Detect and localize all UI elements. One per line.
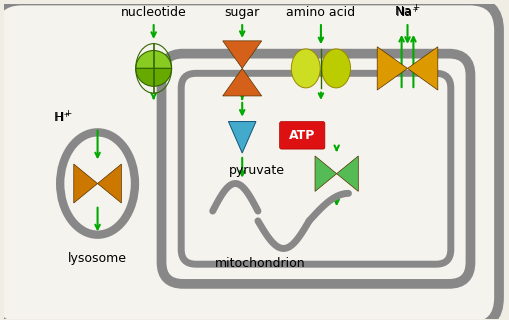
Polygon shape xyxy=(315,156,336,191)
Text: H⁺: H⁺ xyxy=(55,111,71,124)
Polygon shape xyxy=(222,68,261,96)
Polygon shape xyxy=(336,156,358,191)
Text: amino acid: amino acid xyxy=(286,6,355,19)
Text: nucleotide: nucleotide xyxy=(121,6,186,19)
Polygon shape xyxy=(222,41,261,68)
FancyBboxPatch shape xyxy=(161,54,470,284)
Text: lysosome: lysosome xyxy=(68,252,127,265)
Ellipse shape xyxy=(60,132,135,235)
Polygon shape xyxy=(97,164,121,203)
FancyBboxPatch shape xyxy=(181,73,450,264)
Text: H$^+$: H$^+$ xyxy=(53,110,73,125)
Wedge shape xyxy=(135,68,171,86)
FancyBboxPatch shape xyxy=(0,1,498,320)
Polygon shape xyxy=(377,47,407,90)
Ellipse shape xyxy=(321,49,350,88)
Polygon shape xyxy=(407,47,437,90)
Ellipse shape xyxy=(291,49,320,88)
Wedge shape xyxy=(135,51,171,68)
FancyBboxPatch shape xyxy=(279,122,324,149)
Text: mitochondrion: mitochondrion xyxy=(214,257,304,270)
Text: pyruvate: pyruvate xyxy=(228,164,284,177)
Text: Na$^+$: Na$^+$ xyxy=(393,4,420,19)
Text: ATP: ATP xyxy=(289,129,315,142)
Polygon shape xyxy=(228,122,256,153)
Text: Na⁺: Na⁺ xyxy=(395,6,418,19)
Text: sugar: sugar xyxy=(224,6,259,19)
Polygon shape xyxy=(74,164,97,203)
